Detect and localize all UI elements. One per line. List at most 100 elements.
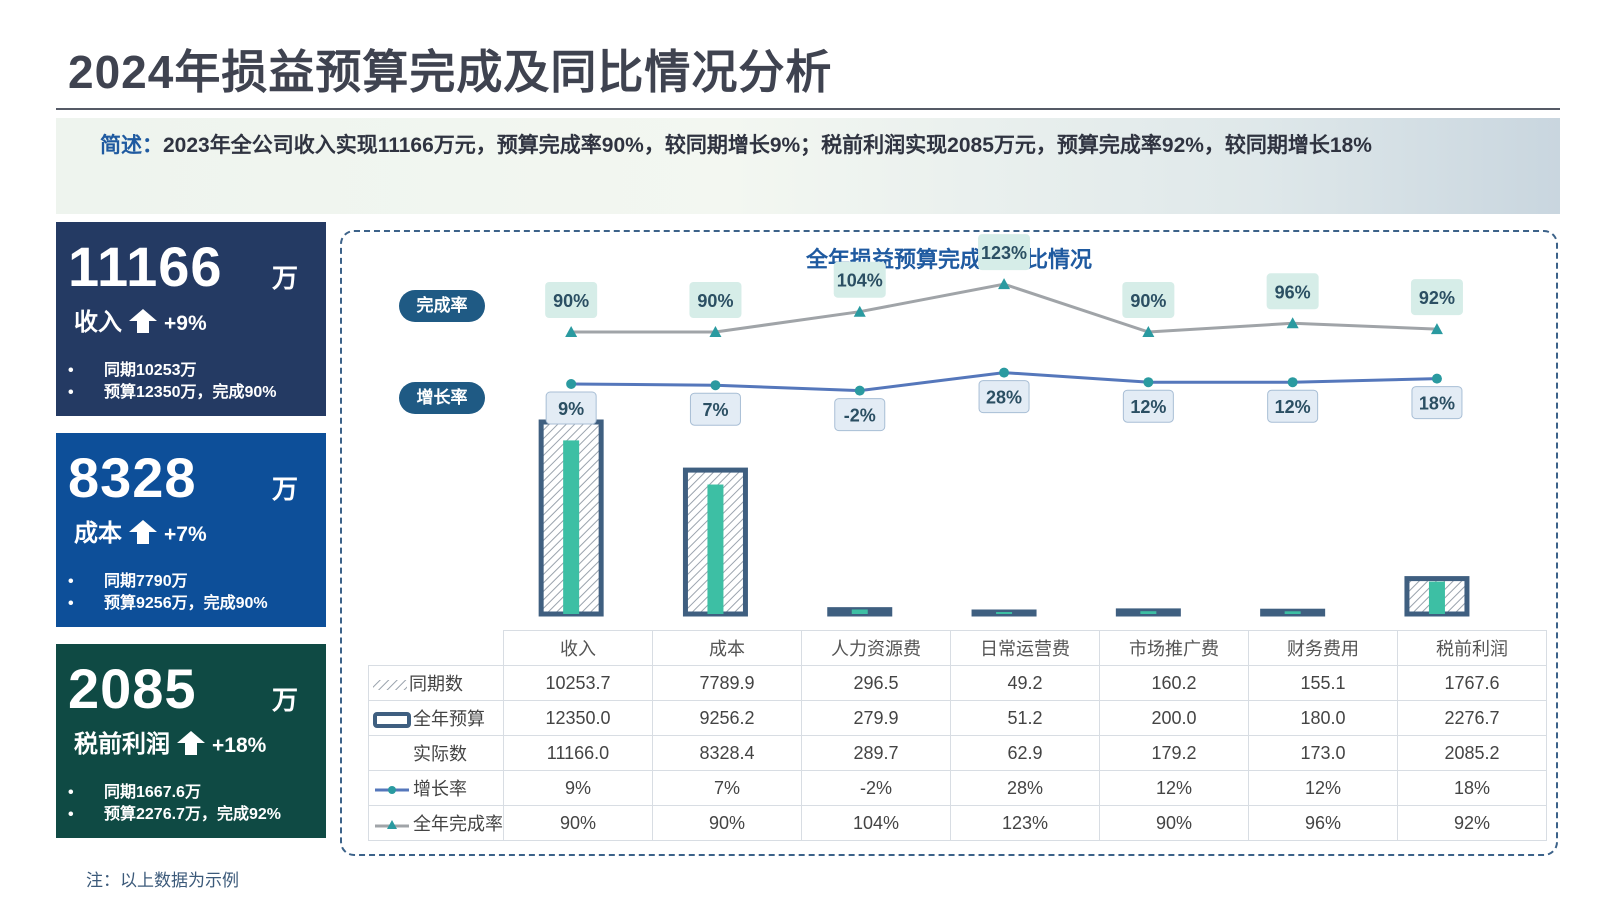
table-row-header: 同期数 (368, 665, 504, 701)
summary-banner: 简述：2023年全公司收入实现11166万元，预算完成率90%，较同期增长9%；… (56, 118, 1560, 214)
growth-label: 9% (558, 399, 584, 419)
data-table: 收入 成本 人力资源费 日常运营费 市场推广费 财务费用 税前利润 同期数 10253.7 77… (368, 630, 1547, 841)
completion-marker (998, 278, 1011, 290)
summary-label: 简述： (100, 134, 163, 157)
table-row-label: 增长率 (413, 779, 467, 799)
kpi-prior: 同期10253万 (68, 360, 277, 382)
arrow-up-icon (129, 309, 157, 333)
growth-legend-icon (375, 786, 409, 795)
table-cell: 173.0 (1248, 735, 1398, 771)
completion-label: 96% (1275, 282, 1311, 302)
growth-label: 28% (986, 388, 1022, 408)
completion-label: 123% (981, 243, 1027, 263)
growth-label-box (1267, 389, 1319, 423)
table-cell: 10253.7 (503, 665, 653, 701)
table-corner (368, 630, 504, 666)
kpi-name: 税前利润 (74, 731, 170, 758)
table-cell: 18% (1397, 770, 1547, 806)
arrow-up-icon (129, 520, 157, 544)
title-divider (56, 108, 1560, 110)
table-column-header: 日常运营费 (950, 630, 1100, 666)
actual-bar (851, 609, 868, 614)
completion-label: 90% (553, 291, 589, 311)
kpi-unit: 万 (271, 263, 298, 293)
actual-bar (1284, 611, 1301, 614)
table-cell: 279.9 (801, 700, 951, 736)
kpi-yoy: +7% (164, 523, 207, 546)
table-cell: 180.0 (1248, 700, 1398, 736)
table-column-header: 税前利润 (1397, 630, 1547, 666)
budget-legend-icon (373, 712, 411, 729)
chart-plot: 90% 90% 104% 123% 90% 96% 92% 9% 7% -2% 28% 12% 12% 1… (538, 234, 1470, 617)
growth-marker (1431, 373, 1442, 384)
table-column-header: 成本 (652, 630, 802, 666)
prior-legend-icon (373, 680, 407, 691)
kpi-unit: 万 (271, 685, 298, 715)
completion-marker (1430, 323, 1443, 335)
kpi-label: 税前利润 +18% (74, 724, 266, 759)
table-cell: 155.1 (1248, 665, 1398, 701)
kpi-value: 8328 (68, 446, 197, 509)
table-cell: 104% (801, 805, 951, 841)
growth-marker (999, 367, 1010, 378)
kpi-yoy: +9% (164, 312, 207, 335)
table-column-header: 市场推广费 (1099, 630, 1249, 666)
completion-label-box (689, 282, 742, 318)
table-row-header: 实际数 (368, 735, 504, 771)
kpi-value: 2085 (68, 657, 197, 720)
table-row: 全年完成率 90% 90% 104% 123% 90% 96% 92% (368, 805, 1547, 841)
page-title: 2024年损益预算完成及同比情况分析 (68, 46, 833, 98)
growth-label: -2% (844, 406, 876, 426)
table-row-header: 全年预算 (368, 700, 504, 736)
table-cell: 62.9 (950, 735, 1100, 771)
table-cell: 92% (1397, 805, 1547, 841)
table-cell: 200.0 (1099, 700, 1249, 736)
table-row: 增长率 9% 7% -2% 28% 12% 12% 18% (368, 770, 1547, 806)
table-cell: -2% (801, 770, 951, 806)
kpi-card-profit: 2085 万 税前利润 +18% 同期1667.6万 预算2276.7万，完成92… (56, 644, 326, 838)
table-row-header: 增长率 (368, 770, 504, 806)
table-cell: 8328.4 (652, 735, 802, 771)
table-cell: 123% (950, 805, 1100, 841)
kpi-budget: 预算9256万，完成90% (68, 593, 268, 615)
completion-marker (1286, 317, 1299, 329)
growth-marker (566, 379, 577, 389)
table-row: 实际数 11166.0 8328.4 289.7 62.9 179.2 173.0 2085.… (368, 735, 1547, 771)
table-row: 同期数 10253.7 7789.9 296.5 49.2 160.2 155.1 1767.… (368, 665, 1547, 701)
kpi-name: 成本 (74, 520, 122, 547)
growth-rate-pill: 增长率 (399, 382, 485, 414)
growth-marker (710, 380, 721, 391)
completion-marker (1142, 326, 1155, 337)
table-cell: 7% (652, 770, 802, 806)
completion-legend-icon (375, 820, 409, 830)
kpi-unit: 万 (271, 474, 298, 504)
table-cell: 28% (950, 770, 1100, 806)
completion-label: 90% (1130, 291, 1166, 311)
growth-label-box (1411, 386, 1463, 420)
kpi-details: 同期7790万 预算9256万，完成90% (68, 571, 268, 615)
arrow-up-icon (177, 731, 205, 755)
table-cell: 90% (503, 805, 653, 841)
completion-marker (853, 305, 866, 317)
table-row-label: 全年完成率 (413, 814, 503, 834)
table-cell: 9256.2 (652, 700, 802, 736)
table-row-label: 实际数 (413, 744, 467, 764)
table-cell: 2085.2 (1397, 735, 1547, 771)
actual-legend-icon (373, 748, 411, 762)
kpi-label: 收入 +9% (74, 302, 207, 337)
summary-body: 2023年全公司收入实现11166万元，预算完成率90%，较同期增长9%；税前利… (163, 134, 1372, 157)
kpi-details: 同期1667.6万 预算2276.7万，完成92% (68, 782, 281, 826)
kpi-label: 成本 +7% (74, 513, 207, 548)
growth-label-box (1122, 389, 1174, 423)
growth-label: 7% (702, 400, 728, 420)
table-cell: 90% (652, 805, 802, 841)
growth-label-box (978, 380, 1030, 414)
completion-label-box (978, 234, 1031, 271)
growth-label-box (834, 398, 886, 432)
table-row-label: 同期数 (409, 674, 463, 694)
chart-panel: 全年损益预算完成及同比情况 完成率 增长率 90% 90% 104% 123% 90% 9… (340, 230, 1558, 856)
completion-label: 92% (1419, 288, 1455, 308)
actual-bar (707, 484, 724, 614)
kpi-prior: 同期1667.6万 (68, 782, 281, 804)
kpi-details: 同期10253万 预算12350万，完成90% (68, 360, 277, 404)
